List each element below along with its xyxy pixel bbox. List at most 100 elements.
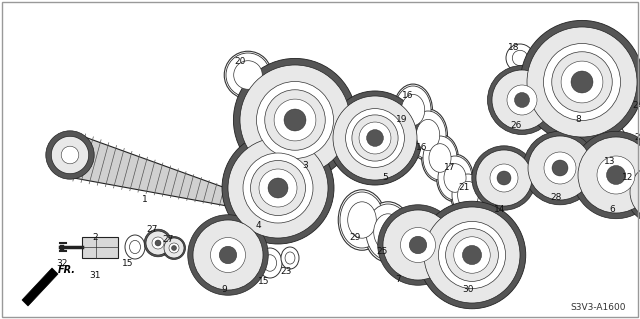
- Ellipse shape: [410, 111, 446, 159]
- Ellipse shape: [506, 44, 534, 72]
- Text: 25: 25: [376, 248, 388, 256]
- Ellipse shape: [374, 214, 403, 250]
- Ellipse shape: [274, 99, 316, 141]
- Ellipse shape: [423, 136, 457, 180]
- Ellipse shape: [597, 156, 635, 194]
- Text: 15: 15: [259, 278, 269, 286]
- Ellipse shape: [438, 221, 506, 289]
- Ellipse shape: [61, 146, 79, 164]
- Ellipse shape: [258, 248, 282, 278]
- Ellipse shape: [268, 178, 288, 198]
- Ellipse shape: [144, 229, 172, 257]
- Text: S3V3-A1600: S3V3-A1600: [570, 303, 625, 313]
- Text: 17: 17: [444, 164, 456, 173]
- Ellipse shape: [401, 94, 425, 126]
- Text: 31: 31: [89, 271, 100, 279]
- Text: 14: 14: [494, 205, 506, 214]
- Ellipse shape: [445, 229, 499, 281]
- Ellipse shape: [285, 252, 295, 264]
- Ellipse shape: [608, 140, 620, 156]
- Text: 12: 12: [622, 174, 634, 182]
- Ellipse shape: [630, 164, 640, 220]
- Ellipse shape: [416, 119, 440, 151]
- Ellipse shape: [259, 169, 297, 207]
- Ellipse shape: [422, 134, 458, 182]
- Ellipse shape: [220, 246, 237, 264]
- Text: 27: 27: [147, 226, 157, 234]
- Ellipse shape: [454, 237, 490, 273]
- Polygon shape: [22, 268, 58, 306]
- Text: FR.: FR.: [58, 265, 76, 275]
- Ellipse shape: [339, 190, 386, 250]
- Ellipse shape: [226, 53, 270, 97]
- Ellipse shape: [394, 84, 433, 136]
- Ellipse shape: [512, 50, 528, 66]
- Text: 9: 9: [221, 286, 227, 294]
- Ellipse shape: [51, 136, 89, 174]
- Polygon shape: [64, 134, 257, 211]
- Ellipse shape: [352, 115, 398, 161]
- Ellipse shape: [188, 215, 268, 295]
- Ellipse shape: [383, 210, 453, 280]
- Ellipse shape: [488, 65, 557, 135]
- Ellipse shape: [552, 160, 568, 176]
- Ellipse shape: [621, 146, 639, 170]
- Ellipse shape: [552, 52, 612, 112]
- Ellipse shape: [234, 61, 262, 89]
- Ellipse shape: [395, 86, 431, 134]
- Text: 19: 19: [396, 115, 408, 124]
- Polygon shape: [82, 237, 118, 258]
- Ellipse shape: [366, 204, 410, 260]
- Ellipse shape: [152, 237, 164, 249]
- Ellipse shape: [409, 236, 427, 254]
- Ellipse shape: [281, 247, 299, 269]
- Ellipse shape: [401, 227, 435, 263]
- Text: 26: 26: [510, 121, 522, 130]
- Ellipse shape: [543, 43, 621, 121]
- Ellipse shape: [222, 132, 334, 244]
- Text: 15: 15: [122, 258, 134, 268]
- Ellipse shape: [234, 58, 356, 182]
- Ellipse shape: [46, 131, 94, 179]
- Text: 32: 32: [56, 258, 68, 268]
- Ellipse shape: [155, 240, 161, 246]
- Text: 18: 18: [508, 43, 520, 53]
- Ellipse shape: [243, 153, 313, 223]
- Ellipse shape: [472, 146, 536, 210]
- Ellipse shape: [211, 238, 246, 272]
- Ellipse shape: [328, 91, 422, 185]
- Ellipse shape: [625, 152, 635, 165]
- Ellipse shape: [240, 65, 350, 175]
- Ellipse shape: [444, 164, 466, 192]
- Ellipse shape: [257, 81, 333, 159]
- Ellipse shape: [603, 134, 625, 162]
- Ellipse shape: [419, 201, 526, 309]
- Text: 20: 20: [234, 57, 246, 66]
- Ellipse shape: [571, 71, 593, 93]
- Text: 1: 1: [142, 196, 148, 204]
- Ellipse shape: [451, 172, 485, 218]
- Ellipse shape: [408, 109, 447, 161]
- Ellipse shape: [476, 150, 532, 206]
- Text: 4: 4: [255, 220, 261, 229]
- Ellipse shape: [561, 61, 603, 103]
- Ellipse shape: [492, 70, 552, 130]
- Ellipse shape: [364, 202, 412, 262]
- Text: 27: 27: [163, 235, 173, 244]
- Ellipse shape: [264, 255, 276, 271]
- Ellipse shape: [340, 192, 384, 248]
- Text: 23: 23: [280, 268, 292, 277]
- Text: 28: 28: [550, 194, 562, 203]
- Ellipse shape: [490, 164, 518, 192]
- Text: 30: 30: [462, 286, 474, 294]
- Ellipse shape: [497, 171, 511, 185]
- Ellipse shape: [378, 205, 458, 285]
- Text: 22: 22: [634, 133, 640, 143]
- Ellipse shape: [458, 181, 479, 209]
- Ellipse shape: [348, 202, 376, 238]
- Text: 24: 24: [632, 100, 640, 109]
- Ellipse shape: [528, 136, 592, 200]
- Ellipse shape: [163, 236, 186, 259]
- Ellipse shape: [228, 138, 328, 238]
- Ellipse shape: [436, 154, 474, 202]
